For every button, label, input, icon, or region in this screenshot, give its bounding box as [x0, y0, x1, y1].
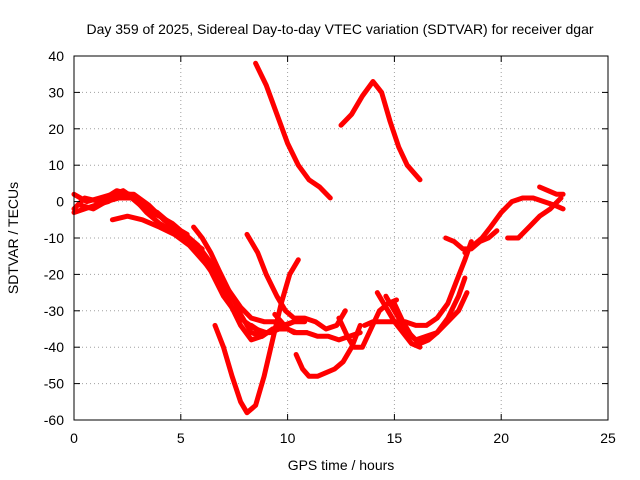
y-tick-label: 30 — [48, 84, 64, 100]
series-arc-11 — [272, 311, 310, 336]
series-arc-12 — [293, 322, 363, 379]
series-arc-10 — [253, 60, 333, 201]
series-layer — [71, 60, 566, 416]
series-arc-16 — [374, 290, 423, 350]
y-tick-label: 10 — [48, 157, 64, 173]
series-arc-4 — [77, 195, 190, 237]
x-tick-label: 0 — [70, 430, 78, 446]
y-tick-label: -20 — [44, 266, 64, 282]
y-tick-label: 20 — [48, 121, 64, 137]
series-arc-13 — [338, 79, 423, 183]
y-tick-label: -10 — [44, 230, 64, 246]
series-arc-8 — [244, 231, 348, 332]
x-tick-label: 20 — [493, 430, 509, 446]
x-tick-label: 5 — [177, 430, 185, 446]
series-arc-21 — [505, 195, 564, 241]
x-tick-label: 15 — [387, 430, 403, 446]
series-arc-18 — [391, 275, 468, 347]
series-arc-20 — [462, 195, 566, 256]
y-tick-label: -40 — [44, 339, 64, 355]
series-arc-5 — [109, 213, 297, 328]
y-tick-label: 0 — [56, 194, 64, 210]
y-axis-label: SDTVAR / TECUs — [5, 182, 21, 294]
tick-layer: 0 5 10 15 20 25 40 30 20 10 0 -10 -20 -30 -40 -50 -60 — [44, 48, 616, 446]
chart-title: Day 359 of 2025, Sidereal Day-to-day VTE… — [86, 21, 593, 37]
y-tick-label: -50 — [44, 376, 64, 392]
x-tick-label: 25 — [600, 430, 616, 446]
y-tick-label: -60 — [44, 412, 64, 428]
series-arc-7 — [212, 257, 301, 416]
y-tick-label: -30 — [44, 303, 64, 319]
x-tick-label: 10 — [280, 430, 296, 446]
series-arc-15 — [362, 239, 474, 328]
y-tick-label: 40 — [48, 48, 64, 64]
series-arc-22 — [537, 184, 566, 197]
x-axis-label: GPS time / hours — [288, 457, 395, 473]
